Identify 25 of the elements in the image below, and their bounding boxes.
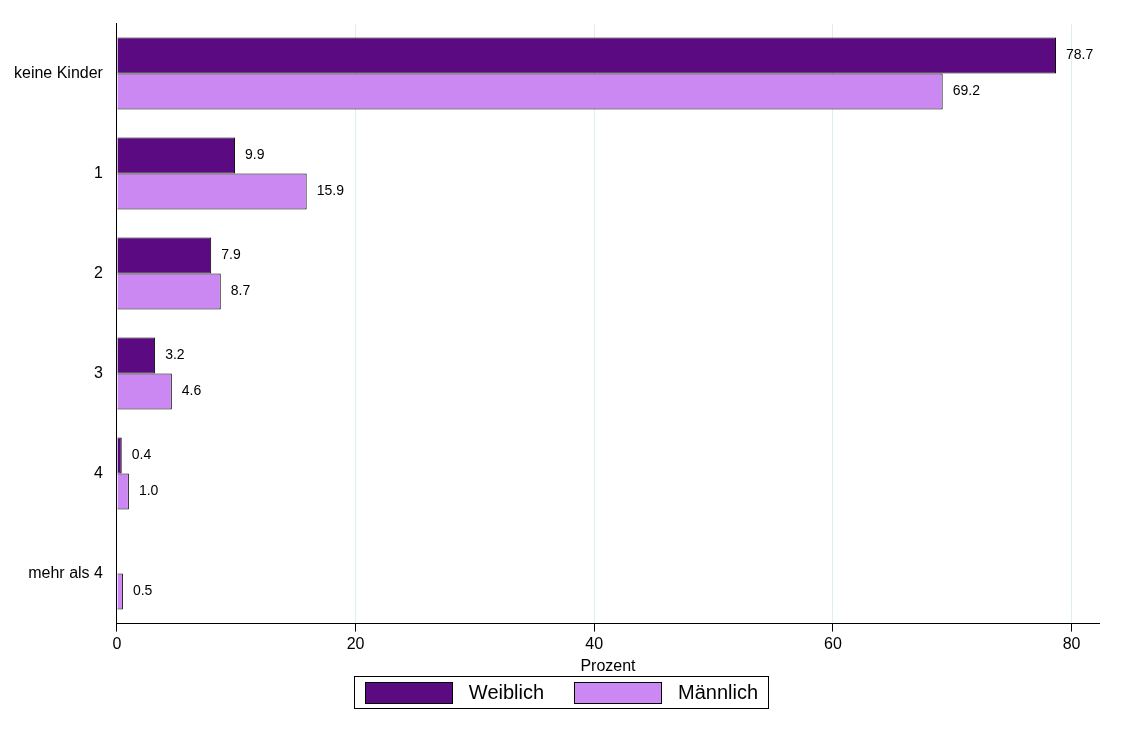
data-label: 4.6 [181,382,202,399]
data-label: 0.4 [131,446,152,463]
x-tick-label: 80 [1062,634,1081,652]
y-tick-label: 4 [94,464,104,482]
y-tick-label: keine Kinder [13,64,104,82]
legend-label: Weiblich [468,681,545,704]
x-tick-label: 20 [346,634,365,652]
data-label: 8.7 [230,282,251,299]
y-tick-label: 3 [94,364,104,382]
x-tick-label: 60 [824,634,842,652]
data-label: 9.9 [245,146,265,163]
x-axis-title: Prozent [580,656,637,674]
y-tick-label: 2 [94,264,104,282]
data-label: 78.7 [1066,46,1094,63]
data-label: 3.2 [165,346,185,363]
data-label: 7.9 [221,246,241,263]
data-label: 15.9 [316,182,345,199]
data-label: 69.2 [952,82,981,99]
y-tick-label: 1 [94,164,104,182]
data-label: 0.5 [132,582,153,599]
x-tick-label: 0 [112,634,122,652]
legend-label: Männlich [678,681,759,704]
y-tick-label: mehr als 4 [28,564,104,582]
data-label: 1.0 [138,482,159,499]
x-tick-label: 40 [585,634,604,652]
